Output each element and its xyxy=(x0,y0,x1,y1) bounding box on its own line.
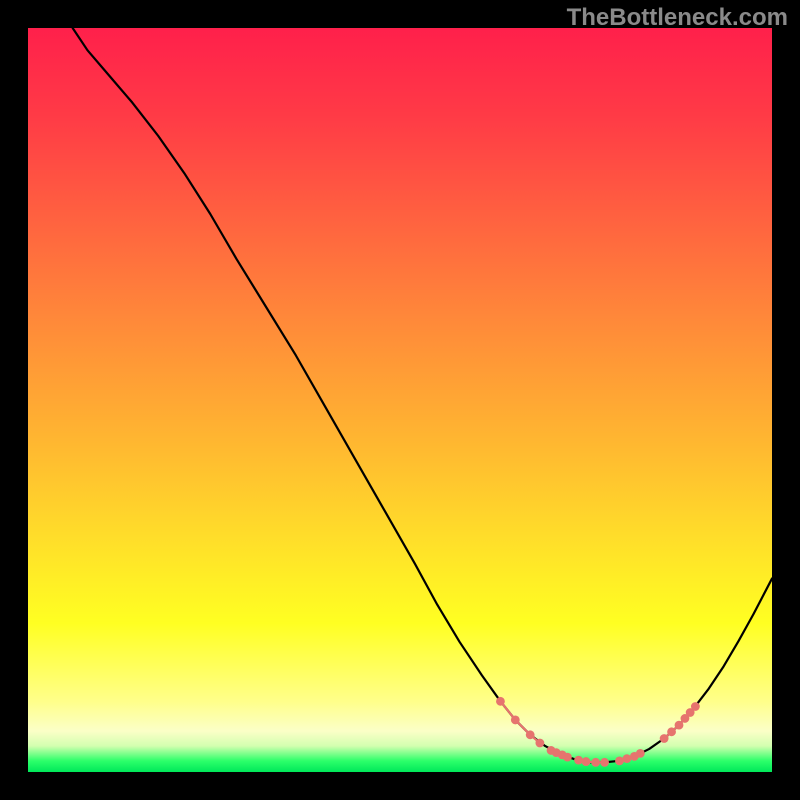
highlight-marker xyxy=(582,757,591,766)
highlight-marker xyxy=(511,716,520,725)
highlight-marker xyxy=(623,754,632,763)
highlight-marker xyxy=(667,727,676,736)
highlight-marker xyxy=(574,756,583,765)
gradient-background xyxy=(28,28,772,772)
highlight-marker xyxy=(691,702,700,711)
highlight-marker xyxy=(563,753,572,762)
highlight-marker xyxy=(526,730,535,739)
highlight-marker xyxy=(660,734,669,743)
highlight-marker xyxy=(496,697,505,706)
plot-area xyxy=(28,28,772,772)
highlight-marker xyxy=(675,721,684,730)
highlight-marker xyxy=(535,739,544,748)
highlight-marker xyxy=(591,758,600,767)
highlight-marker xyxy=(636,749,645,758)
plot-svg xyxy=(28,28,772,772)
highlight-marker xyxy=(615,756,624,765)
chart-container: TheBottleneck.com xyxy=(0,0,800,800)
highlight-marker xyxy=(600,758,609,767)
